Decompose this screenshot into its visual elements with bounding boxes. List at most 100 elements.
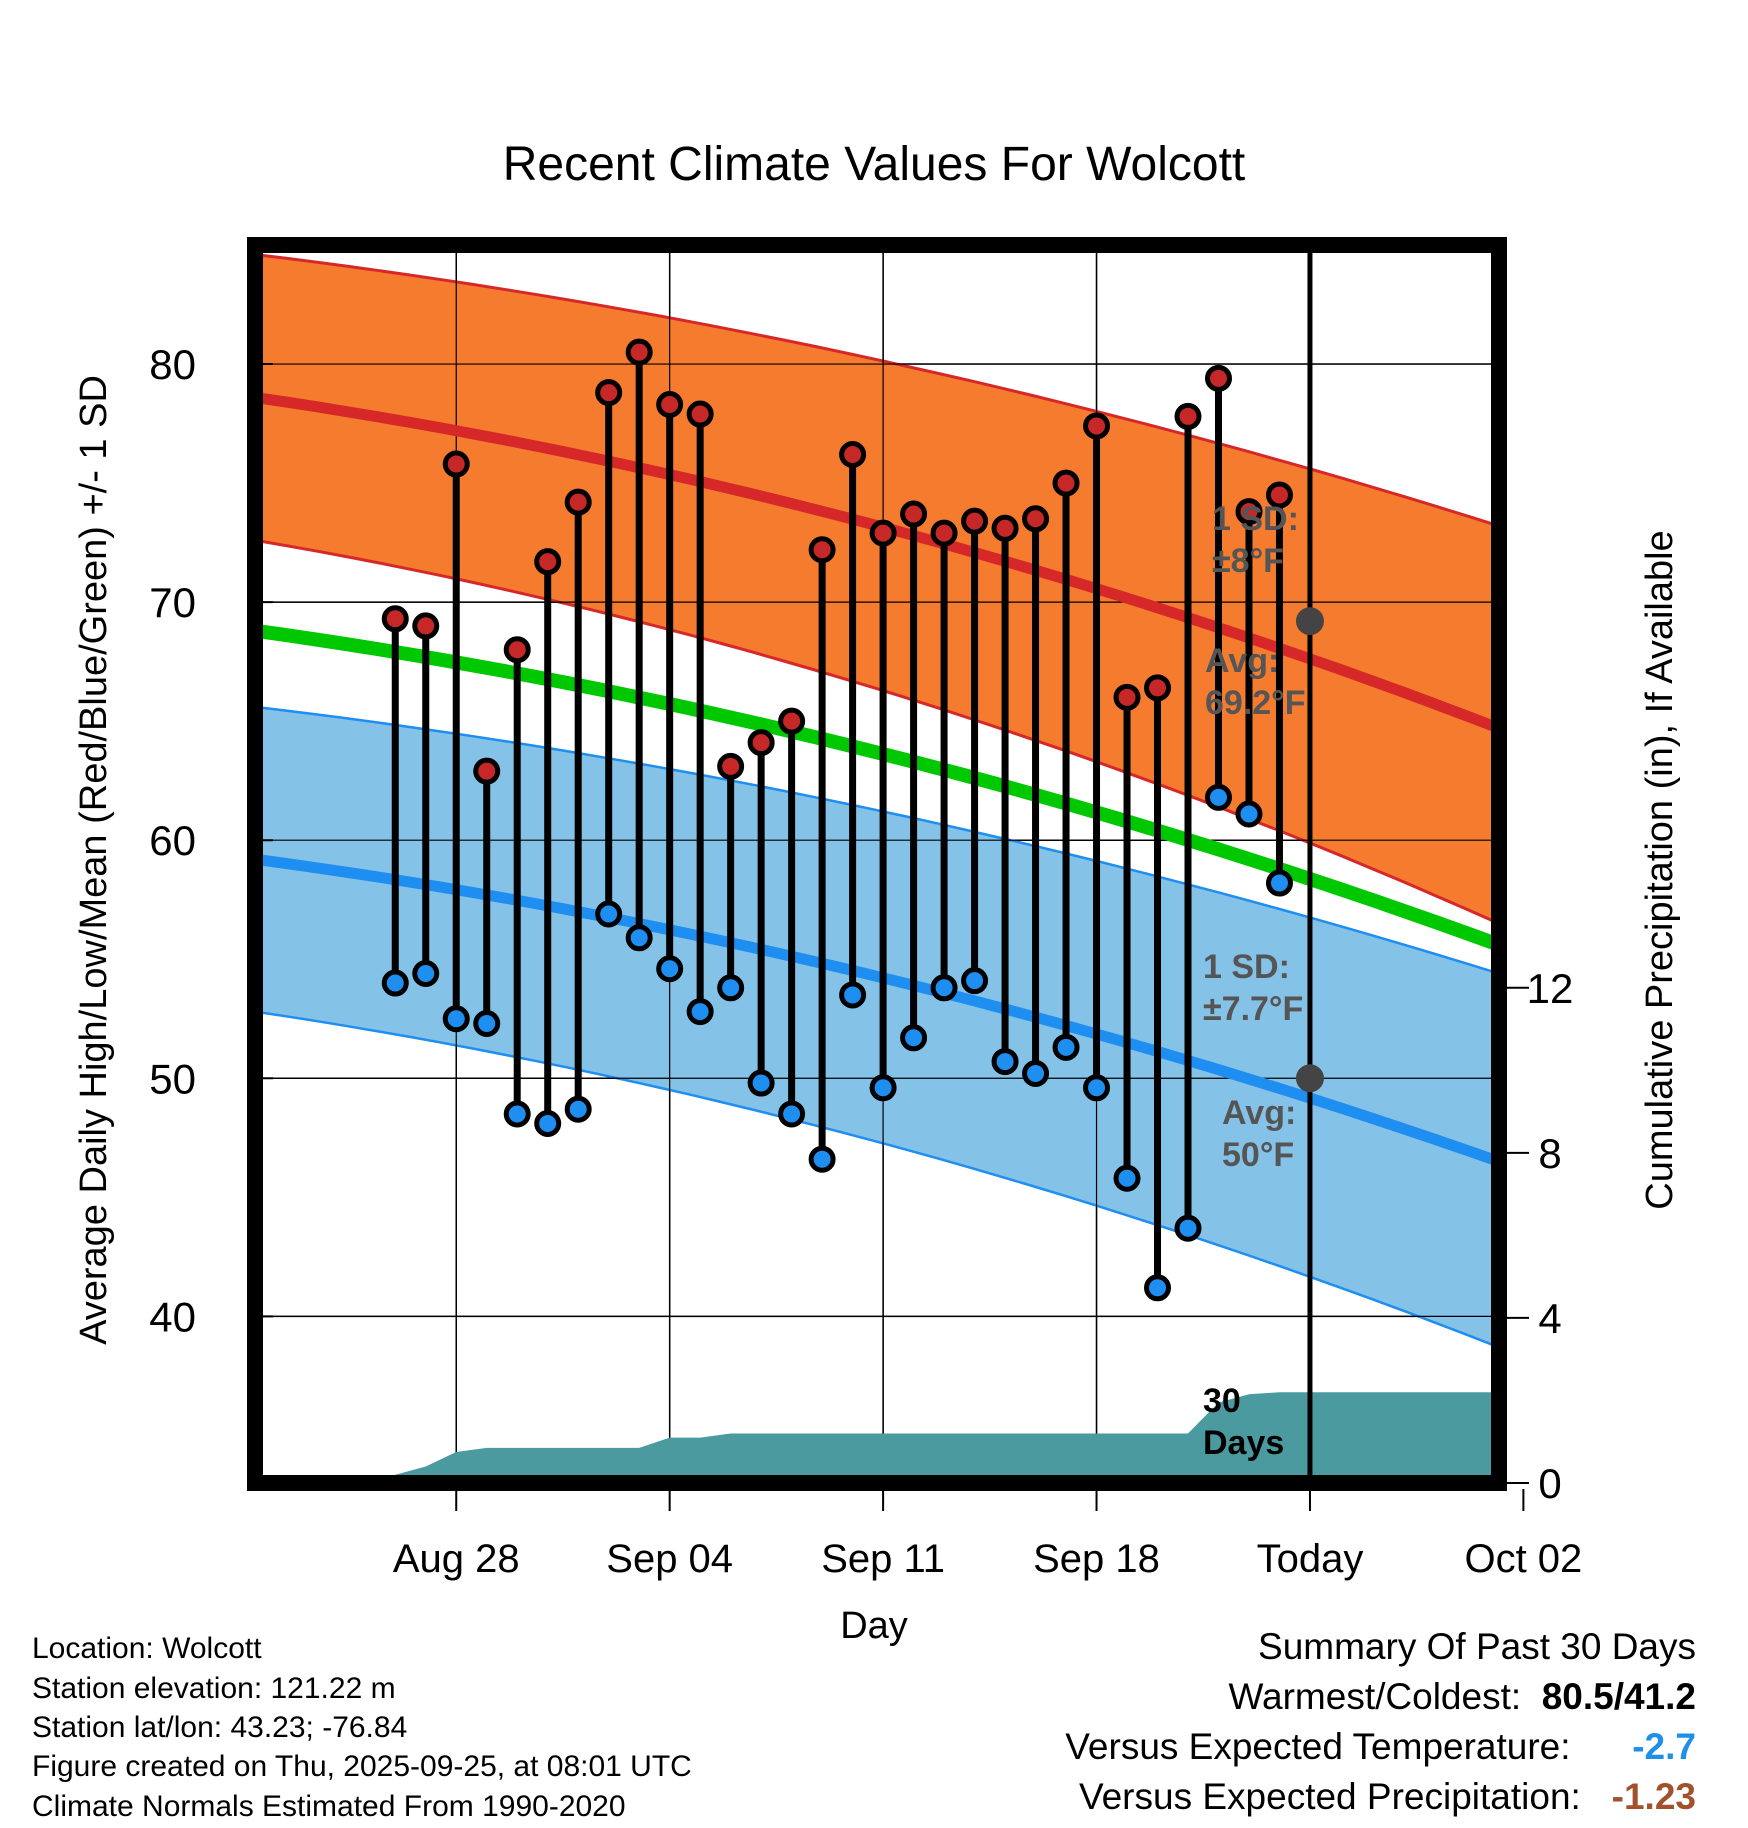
daily-high-point xyxy=(534,548,562,576)
daily-low-point xyxy=(778,1100,806,1128)
daily-low-point xyxy=(1144,1274,1172,1302)
daily-high-point xyxy=(991,514,1019,542)
daily-high-point xyxy=(1083,412,1111,440)
low-avg-line xyxy=(255,853,1499,1167)
daily-low-point xyxy=(1204,783,1232,811)
mean-avg-line xyxy=(255,623,1499,952)
normals-text: Climate Normals Estimated From 1990-2020 xyxy=(32,1790,626,1823)
created-text: Figure created on Thu, 2025-09-25, at 08… xyxy=(32,1750,692,1783)
daily-high-point xyxy=(1235,498,1263,526)
today-high-normal-point xyxy=(1295,607,1324,636)
daily-low-point xyxy=(717,974,745,1002)
daily-low-point xyxy=(1235,800,1263,828)
daily-high-point xyxy=(442,450,470,478)
daily-low-point xyxy=(656,955,684,983)
daily-low-point xyxy=(412,960,440,988)
daily-low-point xyxy=(991,1048,1019,1076)
daily-low-point xyxy=(534,1110,562,1138)
daily-high-point xyxy=(412,612,440,640)
high-lower-line xyxy=(255,538,1499,925)
y-tick-label: 70 xyxy=(149,579,196,626)
daily-low-point xyxy=(442,1005,470,1033)
daily-low-point xyxy=(808,1145,836,1173)
daily-high-point xyxy=(1022,505,1050,533)
daily-high-point xyxy=(778,707,806,735)
daily-low-point xyxy=(747,1069,775,1097)
daily-low-point xyxy=(564,1095,592,1123)
daily-high-point xyxy=(961,507,989,535)
daily-high-point xyxy=(869,519,897,547)
daily-low-point xyxy=(686,998,714,1026)
daily-low-point xyxy=(1083,1074,1111,1102)
daily-high-point xyxy=(1265,481,1293,509)
y2-tick-label: 0 xyxy=(1538,1460,1561,1507)
y2-axis-label: Cumulative Precipitation (in), If Availa… xyxy=(1639,530,1681,1209)
daily-low-point xyxy=(595,900,623,928)
daily-high-point xyxy=(839,441,867,469)
low-upper-line xyxy=(255,705,1499,975)
daily-low-point xyxy=(1113,1164,1141,1192)
daily-low-point xyxy=(1265,869,1293,897)
daily-high-point xyxy=(808,536,836,564)
x-tick-label: Oct 02 xyxy=(1464,1537,1582,1581)
daily-high-point xyxy=(503,636,531,664)
daily-high-point xyxy=(686,400,714,428)
plot-frame xyxy=(247,237,1507,1491)
today-low-normal-point xyxy=(1295,1064,1324,1093)
daily-high-point xyxy=(900,500,928,528)
y-tick-label: 50 xyxy=(149,1055,196,1102)
daily-low-point xyxy=(900,1024,928,1052)
daily-high-point xyxy=(1144,674,1172,702)
x-tick-label: Today xyxy=(1257,1537,1364,1581)
daily-high-point xyxy=(595,379,623,407)
precip-area xyxy=(376,1392,1499,1483)
daily-low-point xyxy=(1022,1060,1050,1088)
daily-low-point xyxy=(839,981,867,1009)
daily-high-point xyxy=(1204,364,1232,392)
latlon-text: Station lat/lon: 43.23; -76.84 xyxy=(32,1711,408,1744)
low-avg-annotation: Avg: 50°F xyxy=(1222,1094,1296,1174)
y-tick-label: 60 xyxy=(149,817,196,864)
daily-high-point xyxy=(930,519,958,547)
precip-value: -1.23 xyxy=(1611,1776,1696,1817)
daily-low-point xyxy=(1052,1033,1080,1061)
high-upper-line xyxy=(255,253,1499,528)
period-annotation: 30 Days xyxy=(1203,1382,1284,1462)
daily-high-point xyxy=(747,729,775,757)
daily-high-point xyxy=(564,488,592,516)
high-sd-annotation: 1 SD: ±8°F xyxy=(1212,500,1299,580)
x-tick-label: Aug 28 xyxy=(393,1537,520,1581)
location-text: Location: Wolcott xyxy=(32,1632,262,1665)
chart-title: Recent Climate Values For Wolcott xyxy=(503,138,1246,191)
y2-tick-label: 4 xyxy=(1538,1295,1561,1342)
daily-low-point xyxy=(961,967,989,995)
temp-value: -2.7 xyxy=(1632,1726,1696,1767)
x-tick-label: Sep 18 xyxy=(1033,1537,1160,1581)
daily-high-point xyxy=(1174,402,1202,430)
summary-warmest-coldest: Warmest/Coldest: 80.5/41.2 xyxy=(1228,1676,1696,1718)
daily-high-point xyxy=(717,752,745,780)
y-tick-label: 40 xyxy=(149,1293,196,1340)
precip-label: Versus Expected Precipitation: xyxy=(1078,1776,1581,1817)
elevation-text: Station elevation: 121.22 m xyxy=(32,1672,396,1705)
daily-low-point xyxy=(869,1074,897,1102)
daily-high-point xyxy=(1113,683,1141,711)
summary-temp-departure: Versus Expected Temperature: -2.7 xyxy=(1065,1726,1696,1768)
daily-low-point xyxy=(381,969,409,997)
daily-high-point xyxy=(625,338,653,366)
warm-value: 80.5/41.2 xyxy=(1541,1676,1696,1717)
y-axis-label: Average Daily High/Low/Mean (Red/Blue/Gr… xyxy=(73,375,115,1345)
summary-precip-departure: Versus Expected Precipitation: -1.23 xyxy=(1079,1776,1696,1818)
x-tick-label: Sep 11 xyxy=(821,1537,945,1581)
warm-label: Warmest/Coldest: xyxy=(1228,1676,1522,1717)
y-tick-label: 80 xyxy=(149,341,196,388)
low-lower-line xyxy=(255,1010,1499,1349)
daily-low-point xyxy=(473,1010,501,1038)
daily-high-point xyxy=(656,391,684,419)
daily-low-point xyxy=(503,1100,531,1128)
daily-low-point xyxy=(1174,1214,1202,1242)
daily-low-point xyxy=(625,924,653,952)
temp-label: Versus Expected Temperature: xyxy=(1065,1726,1571,1767)
y2-tick-label: 12 xyxy=(1527,965,1574,1012)
x-tick-label: Sep 04 xyxy=(606,1537,733,1581)
